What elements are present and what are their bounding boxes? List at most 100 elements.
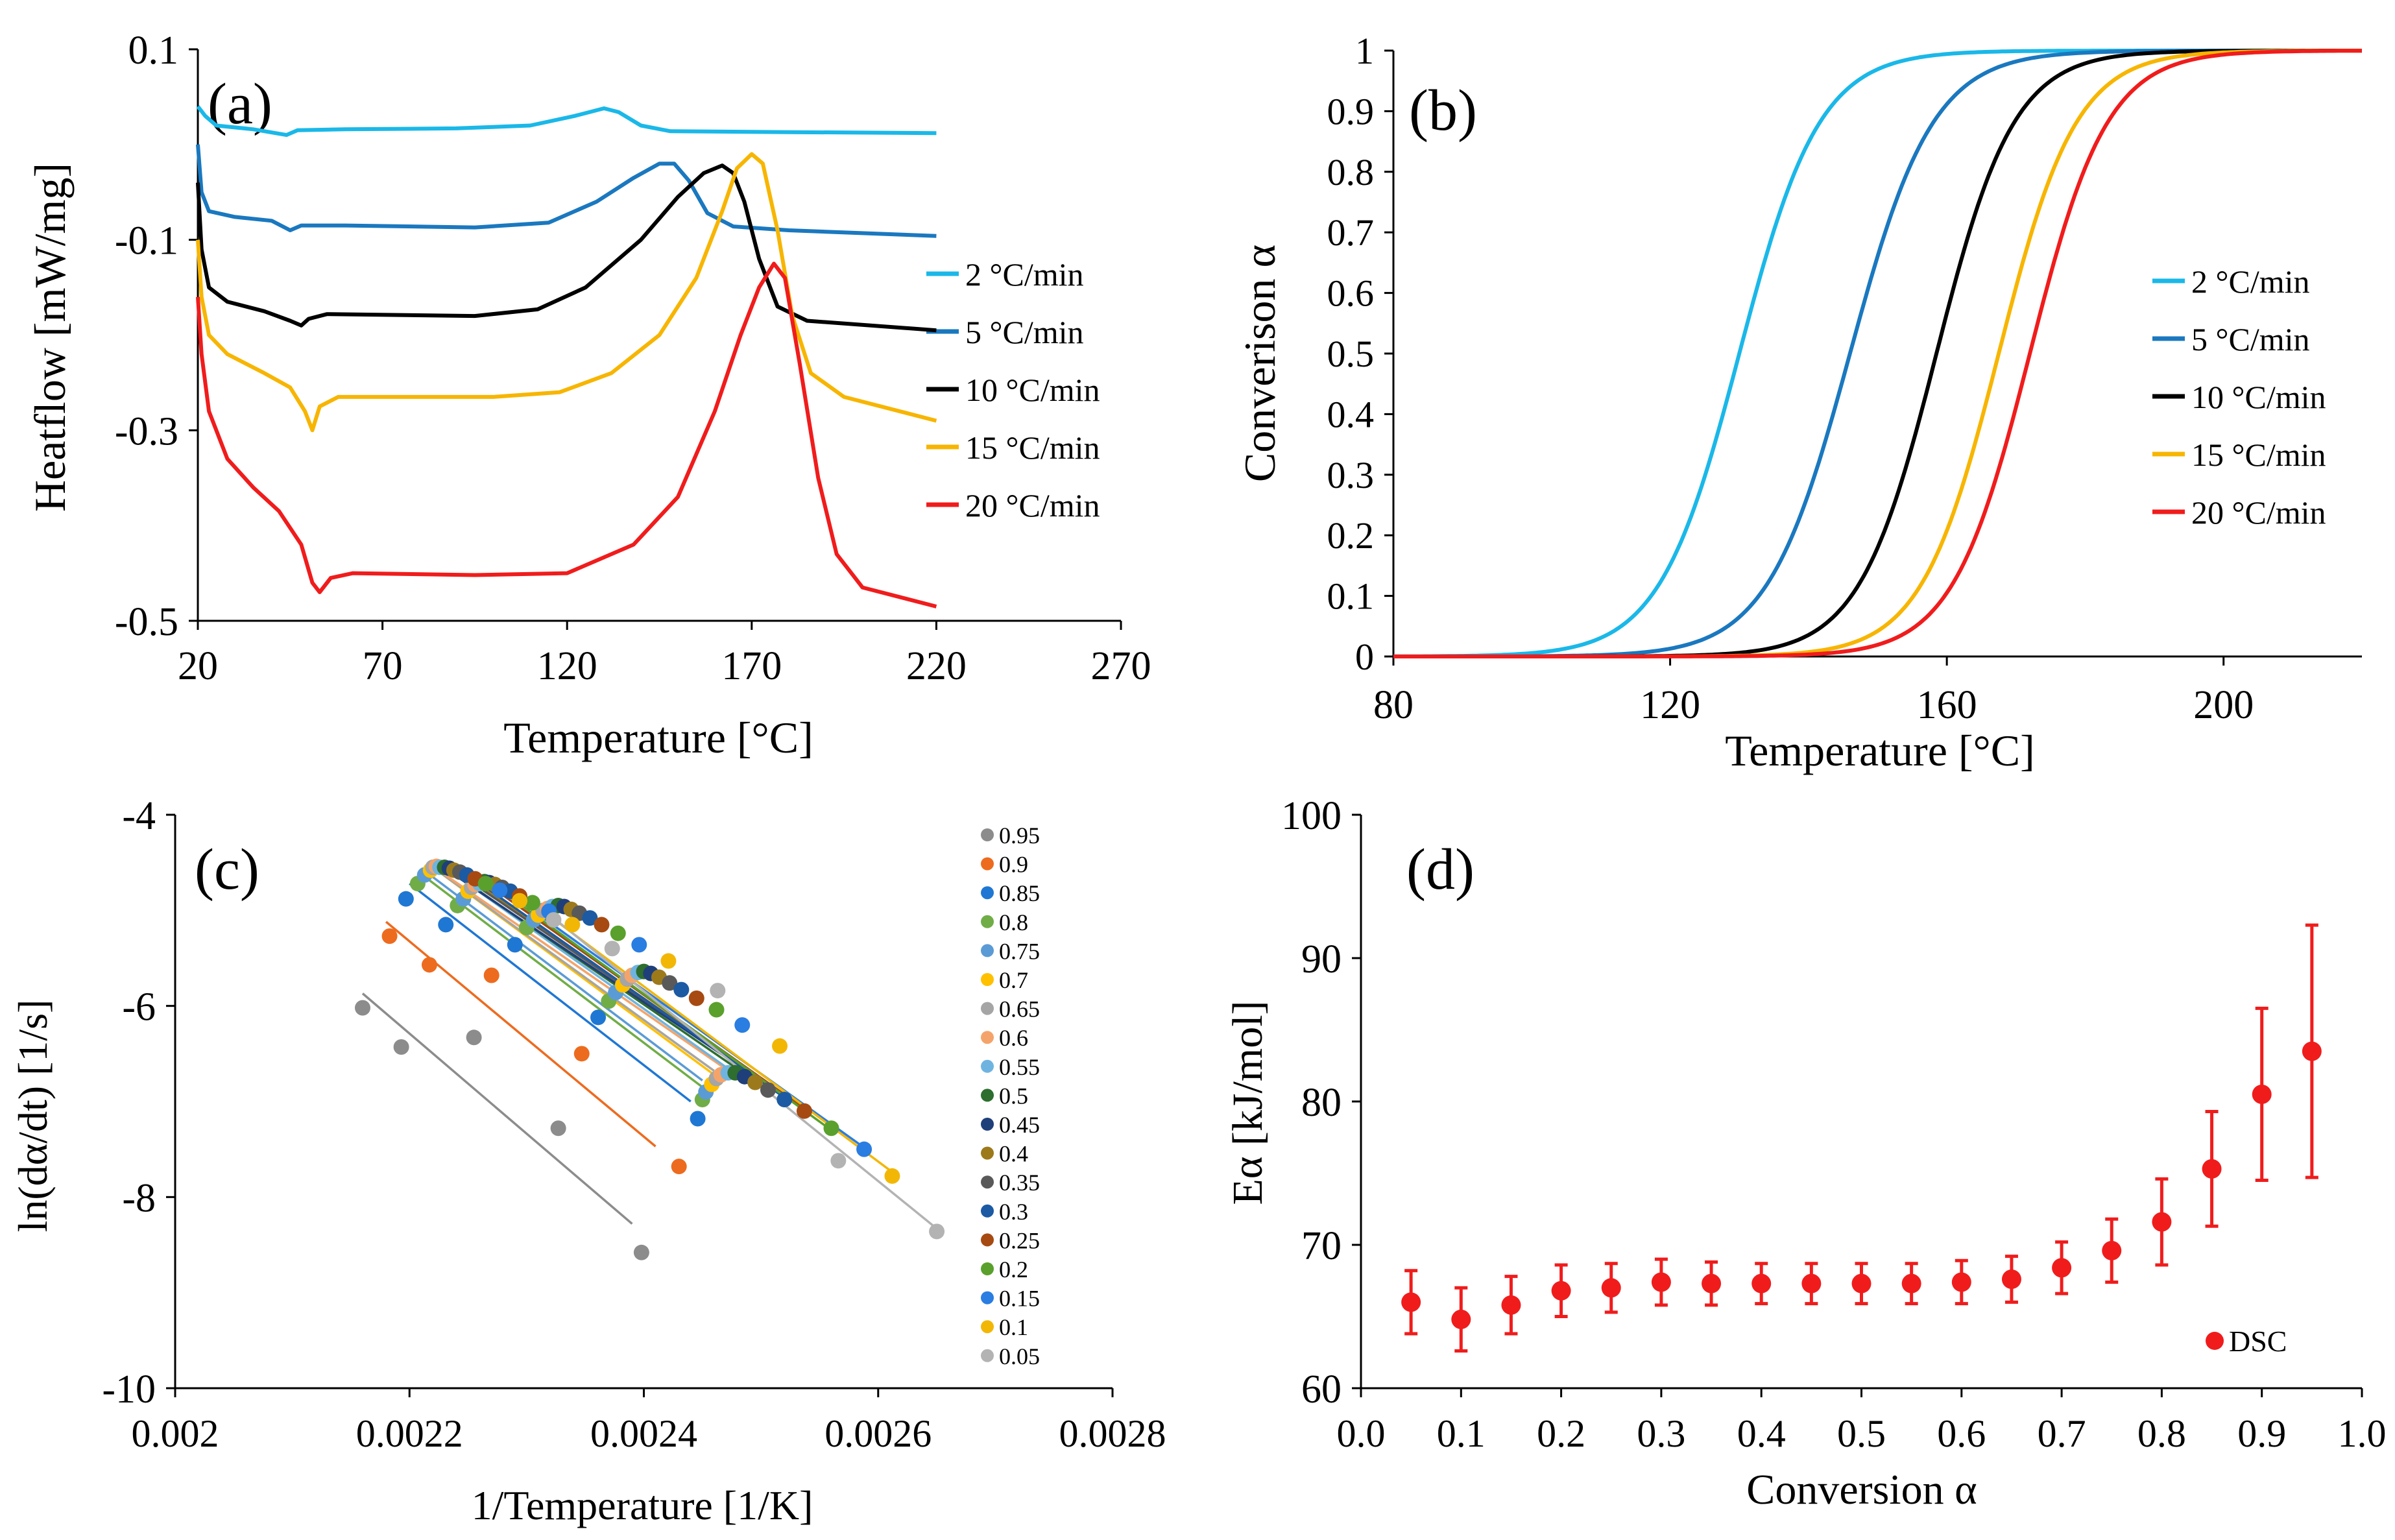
data-point xyxy=(1551,1281,1571,1301)
x-tick-label: 160 xyxy=(1917,683,1977,727)
legend-label: 10 °C/min xyxy=(2191,379,2326,415)
legend-marker xyxy=(981,857,994,871)
data-point-alpha-0.25 xyxy=(796,1103,812,1119)
data-point-alpha-0.3 xyxy=(673,981,690,998)
x-tick-label: 120 xyxy=(537,644,597,688)
data-point-alpha-0.15 xyxy=(492,882,508,898)
x-tick-label: 200 xyxy=(2193,683,2254,727)
data-point xyxy=(2001,1269,2021,1290)
data-point-alpha-0.9 xyxy=(671,1159,687,1175)
data-point xyxy=(1451,1309,1471,1329)
x-tick-label: 0.5 xyxy=(1837,1412,1886,1455)
data-point xyxy=(1702,1273,1722,1293)
x-tick-label: 0.2 xyxy=(1537,1412,1585,1455)
legend-label: 0.15 xyxy=(999,1286,1040,1312)
fit-line-alpha-0.6 xyxy=(432,865,727,1070)
data-point xyxy=(2302,1041,2322,1061)
legend-label: 0.65 xyxy=(999,996,1040,1022)
legend-label: 0.4 xyxy=(999,1141,1028,1167)
fit-line-alpha-0.85 xyxy=(409,882,692,1103)
fit-line-alpha-0.65 xyxy=(432,866,715,1072)
data-point-alpha-0.95 xyxy=(466,1029,482,1046)
legend-marker xyxy=(981,1291,994,1305)
data-point-alpha-0.85 xyxy=(507,937,523,953)
data-point-alpha-0.1 xyxy=(884,1168,900,1184)
panel-b-conversion-chart: 80 120 160 200 0 0.1 0.2 0.3 0.4 0.5 0.6 0.7 0.8 0.9 1… xyxy=(1235,30,2362,775)
y-tick-label: 0.3 xyxy=(1327,454,1375,496)
data-point-alpha-0.05 xyxy=(830,1153,847,1169)
legend-marker xyxy=(981,1320,994,1334)
data-point-alpha-0.05 xyxy=(710,983,726,999)
legend-label: 0.9 xyxy=(999,852,1028,878)
x-axis-title: 1/Temperature [1/K] xyxy=(472,1482,813,1528)
y-tick-label: -6 xyxy=(122,985,156,1029)
data-point-alpha-0.95 xyxy=(633,1244,649,1260)
data-point-alpha-0.2 xyxy=(610,925,626,941)
data-point-alpha-0.2 xyxy=(524,895,540,911)
y-tick-label: -4 xyxy=(122,794,156,838)
x-tick-label: 0.6 xyxy=(1937,1412,1986,1455)
legend-label: 2 °C/min xyxy=(965,256,1084,293)
x-axis-title: Temperature [°C] xyxy=(1725,726,2034,775)
data-point xyxy=(1851,1273,1871,1293)
x-tick-label: 120 xyxy=(1640,683,1700,727)
data-point-alpha-0.85 xyxy=(398,891,414,907)
data-point-alpha-0.2 xyxy=(823,1120,839,1137)
legend-marker xyxy=(981,1262,994,1275)
legend-label: 0.95 xyxy=(999,823,1040,848)
x-tick-label: 0.7 xyxy=(2038,1412,2086,1455)
y-tick-label: 0.8 xyxy=(1327,151,1375,193)
panel-c-arrhenius-chart: 0.002 0.0022 0.0024 0.0026 0.0028 -4 -6 -8 -10 1/… xyxy=(10,794,1166,1528)
data-point xyxy=(1801,1273,1822,1293)
legend-label: 0.6 xyxy=(999,1025,1028,1051)
legend-label: 0.8 xyxy=(999,909,1028,935)
y-axis-title: Heatflow [mW/mg] xyxy=(25,163,75,512)
data-point-alpha-0.95 xyxy=(550,1120,566,1137)
legend-marker xyxy=(981,1089,994,1102)
y-axis-title: Eα [kJ/mol] xyxy=(1224,1000,1271,1205)
data-point xyxy=(1951,1272,1971,1292)
data-point-alpha-0.85 xyxy=(590,1009,607,1026)
legend-label: 0.25 xyxy=(999,1227,1040,1253)
x-tick-label: 270 xyxy=(1091,644,1151,688)
x-tick-label: 0.0024 xyxy=(590,1412,697,1455)
x-tick-label: 170 xyxy=(721,644,782,688)
data-point-alpha-0.9 xyxy=(573,1046,590,1062)
data-point-alpha-0.9 xyxy=(381,928,398,944)
legend-marker xyxy=(981,915,994,928)
data-point-alpha-0.1 xyxy=(660,953,677,969)
series-line-15-c-per-min xyxy=(196,152,937,433)
x-tick-label: 0.0028 xyxy=(1059,1412,1166,1455)
legend-marker xyxy=(2206,1332,2224,1350)
data-point-alpha-0.3 xyxy=(776,1092,793,1108)
series-line-5-c-per-min xyxy=(196,144,937,238)
legend-marker xyxy=(981,828,994,841)
data-point-alpha-0.1 xyxy=(772,1038,788,1054)
legend-label: 20 °C/min xyxy=(2191,494,2326,531)
legend-label: 0.05 xyxy=(999,1343,1040,1369)
data-point-alpha-0.05 xyxy=(546,912,562,928)
y-tick-label: -0.5 xyxy=(115,600,178,644)
legend-label: 0.7 xyxy=(999,967,1028,993)
legend-marker xyxy=(981,1031,994,1044)
data-point-alpha-0.05 xyxy=(929,1223,945,1240)
x-tick-label: 0.9 xyxy=(2237,1412,2286,1455)
data-point-alpha-0.95 xyxy=(393,1039,409,1055)
y-tick-label: 0.9 xyxy=(1327,90,1375,132)
legend-label: 20 °C/min xyxy=(965,487,1100,523)
data-point-alpha-0.95 xyxy=(355,1000,370,1016)
panel-label: (d) xyxy=(1406,837,1474,902)
legend-label: 0.85 xyxy=(999,880,1040,906)
y-tick-label: 0.2 xyxy=(1327,514,1375,557)
data-point xyxy=(2152,1212,2172,1232)
panel-label: (b) xyxy=(1409,78,1477,143)
legend-marker xyxy=(981,1204,994,1218)
x-tick-label: 80 xyxy=(1373,683,1414,727)
x-tick-label: 70 xyxy=(363,644,403,688)
data-point-alpha-0.4 xyxy=(747,1074,764,1090)
y-tick-label: 0.1 xyxy=(1327,575,1375,618)
legend-label: 10 °C/min xyxy=(965,372,1100,408)
y-tick-label: -0.1 xyxy=(115,219,178,263)
legend-marker xyxy=(981,1175,994,1189)
y-tick-label: -0.3 xyxy=(115,409,178,453)
